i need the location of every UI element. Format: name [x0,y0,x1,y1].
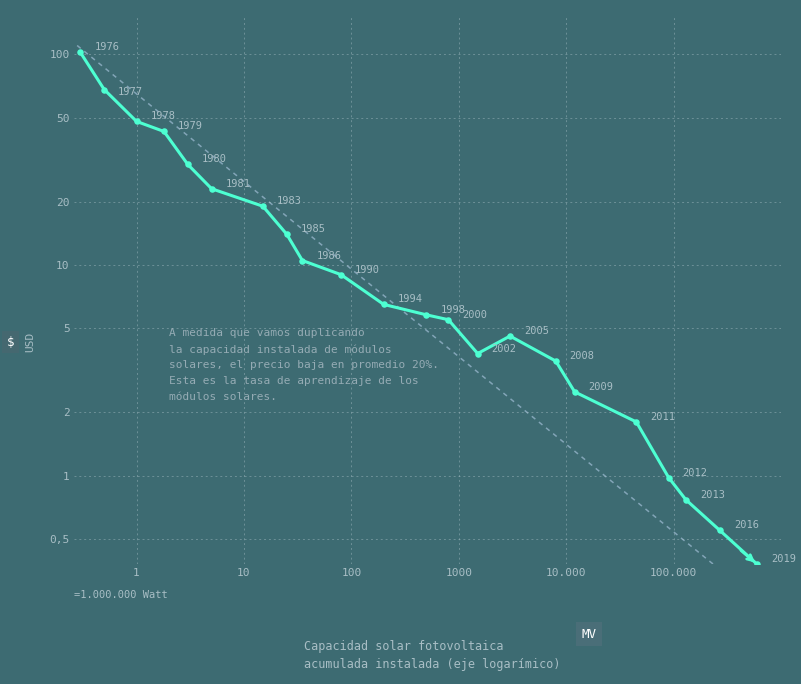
Point [630,417,642,428]
Point [74,47,87,58]
Text: 2012: 2012 [682,468,707,477]
Text: USD: USD [26,332,35,352]
Text: 1977: 1977 [119,87,143,97]
Text: 2005: 2005 [524,326,549,336]
Text: 2009: 2009 [589,382,614,392]
Point [679,494,692,505]
Text: 1983: 1983 [277,196,302,206]
Text: 1980: 1980 [202,155,227,164]
Text: 1985: 1985 [300,224,326,234]
Text: 1994: 1994 [397,294,423,304]
Text: 1981: 1981 [226,179,251,189]
Point [158,126,171,137]
Text: 2019: 2019 [771,554,796,564]
Point [256,200,269,211]
Point [549,356,562,367]
Point [335,269,348,280]
Point [442,314,455,325]
Point [568,386,581,397]
Point [130,116,143,127]
Point [662,472,675,483]
Text: 2008: 2008 [570,351,595,361]
Text: =1.000.000 Watt: =1.000.000 Watt [74,590,167,600]
Text: MV: MV [582,627,596,641]
Point [205,183,218,194]
Text: 1979: 1979 [178,122,203,131]
Point [280,228,293,239]
Text: 1976: 1976 [95,42,119,53]
Point [296,255,308,266]
Point [420,309,433,320]
Text: 2016: 2016 [734,521,759,531]
Point [181,159,194,170]
Text: Capacidad solar fotovoltaica
acumulada instalada (eje logarímico): Capacidad solar fotovoltaica acumulada i… [304,640,561,670]
Point [98,84,111,95]
Point [714,525,727,536]
Text: 1978: 1978 [151,111,175,121]
Point [751,559,763,570]
Point [471,348,484,359]
Point [377,299,390,310]
Text: 1986: 1986 [316,250,341,261]
Text: 2011: 2011 [650,412,675,422]
Text: 2002: 2002 [492,343,517,354]
Text: 1990: 1990 [355,265,380,274]
Text: A medida que vamos duplicando
la capacidad instalada de módulos
solares, el prec: A medida que vamos duplicando la capacid… [169,328,439,402]
Text: $: $ [6,335,14,349]
Text: 2013: 2013 [700,490,725,499]
Point [504,330,517,341]
Text: 1998: 1998 [441,305,465,315]
Text: 2000: 2000 [462,310,487,319]
